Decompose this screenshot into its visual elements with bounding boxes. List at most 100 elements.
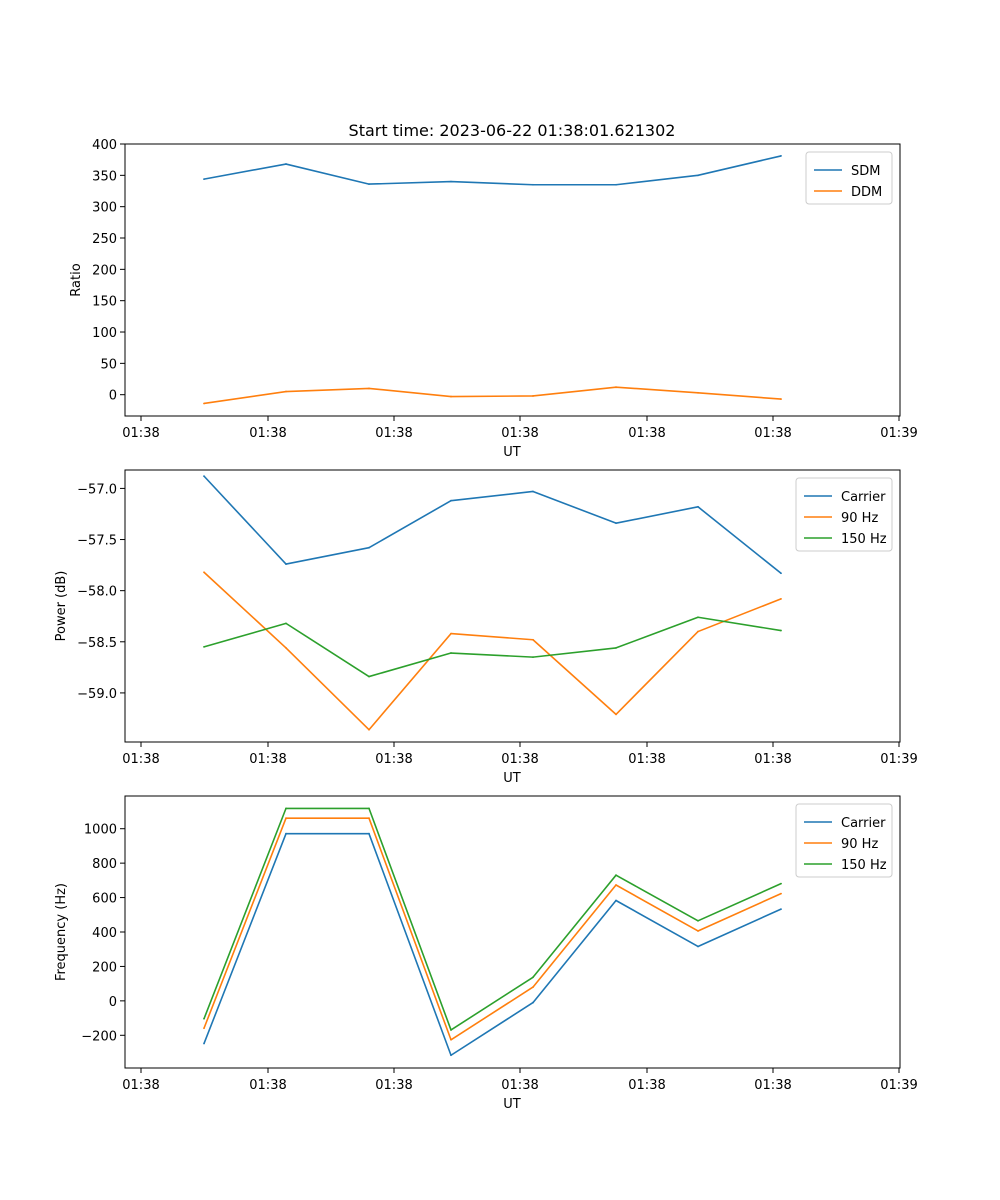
panel-3-series-1-point (780, 908, 782, 910)
panel-3-x-tick-label: 01:38 (122, 1078, 159, 1093)
panel-3-series-3-point (780, 882, 782, 885)
panel-3-y-tick-label: 400 (92, 926, 117, 941)
panel-1-x-tick-label: 01:38 (375, 426, 412, 441)
panel-2-series-2-point (532, 638, 534, 641)
panel-2-series-1-point (532, 490, 534, 493)
panel-2-series-3-point (532, 656, 534, 659)
panel-1-y-tick-label: 300 (92, 201, 117, 216)
panel-2-y-tick-label: −59.0 (77, 687, 117, 702)
panel-2-y-tick-label: −58.5 (77, 636, 117, 651)
panel-3-y-tick-label: 0 (109, 995, 117, 1010)
panel-1-x-tick-label: 01:38 (754, 426, 791, 441)
panel-2-series-line-3 (203, 616, 782, 678)
panel-3-x-tick-label: 01:38 (754, 1078, 791, 1093)
panel-2-axes-frame (124, 469, 901, 743)
panel-1-y-tick-label: 400 (92, 138, 117, 153)
panel-1-series-2-point (203, 402, 205, 405)
panel-2-series-1-point (450, 499, 452, 502)
panel-2-series-3-point (368, 675, 370, 678)
panel-1-series-1-point (780, 155, 782, 157)
panel-2-series-3-point (203, 646, 205, 648)
panel-3-x-tick-label: 01:38 (501, 1078, 538, 1093)
panel-3-series-3-point (450, 1029, 452, 1031)
panel-3-series-1-point (450, 1054, 452, 1057)
panel-1-y-tick-label: 250 (92, 232, 117, 247)
panel-1-series-2-point (532, 395, 534, 397)
panel-2-series-1-point (368, 546, 370, 549)
panel-2-series-1-point (285, 563, 287, 565)
panel-3-legend-label-1: Carrier (841, 816, 886, 831)
panel-3-series-2-point (697, 930, 699, 932)
panel-1-x-tick-label: 01:38 (249, 426, 286, 441)
panel-3-series-2-point (532, 986, 534, 988)
panel-2-series-2-point (615, 713, 617, 716)
panel-3-series-1-point (203, 1042, 205, 1045)
panel-2-x-tick-label: 01:38 (754, 752, 791, 767)
panel-3-series-1-point (285, 832, 287, 835)
panel-1-y-tick-label: 200 (92, 263, 117, 278)
panel-1-y-tick-label: 0 (109, 389, 117, 404)
panel-2-series-3-point (697, 616, 699, 619)
panel-3-series-3-point (285, 807, 287, 810)
panel-1-x-tick-label: 01:38 (628, 426, 665, 441)
panel-3-series-1-point (368, 832, 370, 835)
panel-3-y-tick-label: −200 (81, 1029, 117, 1044)
panel-1-series-2-point (780, 398, 782, 400)
panel-2-series-2-point (285, 647, 287, 649)
panel-2-legend-label-2: 90 Hz (841, 511, 878, 526)
panel-3-series-1-point (697, 945, 699, 948)
panel-1-series-1-point (203, 178, 205, 181)
panel-3-series-line-3 (203, 807, 782, 1031)
panel-1-y-tick-label: 50 (100, 357, 117, 372)
panel-2-x-axis-label: UT (503, 771, 521, 786)
panel-2-series-3-point (285, 622, 287, 625)
panel-2-series-3-point (615, 647, 617, 649)
panel-1-series-2-point (450, 395, 452, 398)
panel-3-y-tick-label: 200 (92, 960, 117, 975)
panel-1-series-1-point (697, 174, 699, 177)
panel-1-series-line-1 (203, 155, 782, 186)
panel-3-y-axis-label: Frequency (Hz) (54, 883, 69, 981)
panel-3-series-line-2 (203, 817, 782, 1041)
panel-2-legend-label-1: Carrier (841, 490, 886, 505)
panel-2-y-axis-label: Power (dB) (54, 571, 69, 642)
panel-1-series-2-point (615, 386, 617, 389)
panel-3-series-1-point (615, 899, 617, 902)
panel-3-series-2-point (450, 1038, 452, 1041)
panel-2-series-2-point (450, 632, 452, 635)
panel-2-x-tick-label: 01:38 (122, 752, 159, 767)
panel-3-series-2-point (285, 817, 287, 820)
panel-2-y-tick-label: −58.0 (77, 585, 117, 600)
panel-3-y-tick-label: 600 (92, 892, 117, 907)
panel-2-legend-label-3: 150 Hz (841, 532, 887, 547)
panel-2-series-2-point (780, 597, 782, 600)
panel-1-x-tick-label: 01:38 (122, 426, 159, 441)
panel-1-series-1-point (615, 183, 617, 186)
panel-3-series-line-1 (203, 832, 782, 1057)
panel-3-y-tick-label: 800 (92, 857, 117, 872)
panel-2-series-2-point (203, 571, 205, 574)
panel-1-y-tick-label: 150 (92, 295, 117, 310)
panel-3-x-tick-label: 01:38 (249, 1078, 286, 1093)
panel-2-series-1-point (203, 475, 205, 478)
panel-3-series-2-point (615, 884, 617, 886)
panel-2-x-tick-label: 01:38 (501, 752, 538, 767)
panel-1-x-tick-label: 01:39 (880, 426, 917, 441)
panel-1-axes-frame (124, 143, 901, 417)
panel-2-series-2-point (368, 728, 370, 731)
panel-2-series-1-point (697, 505, 699, 508)
panel-3-series-1-point (532, 1001, 534, 1004)
panel-2-x-tick-label: 01:38 (375, 752, 412, 767)
panel-1-legend-label-2: DDM (851, 185, 882, 200)
panel-1-y-axis-label: Ratio (69, 263, 84, 296)
panel-1-series-1-point (532, 183, 534, 186)
panel-1-x-tick-label: 01:38 (501, 426, 538, 441)
panel-1-x-axis-label: UT (503, 445, 521, 460)
panel-1-series-line-2 (203, 386, 782, 405)
panel-3-series-2-point (780, 892, 782, 895)
panel-2-series-1-point (780, 572, 782, 575)
panel-3-series-3-point (532, 976, 534, 979)
panel-1-series-2-point (368, 387, 370, 390)
panel-1-series-1-point (285, 163, 287, 165)
